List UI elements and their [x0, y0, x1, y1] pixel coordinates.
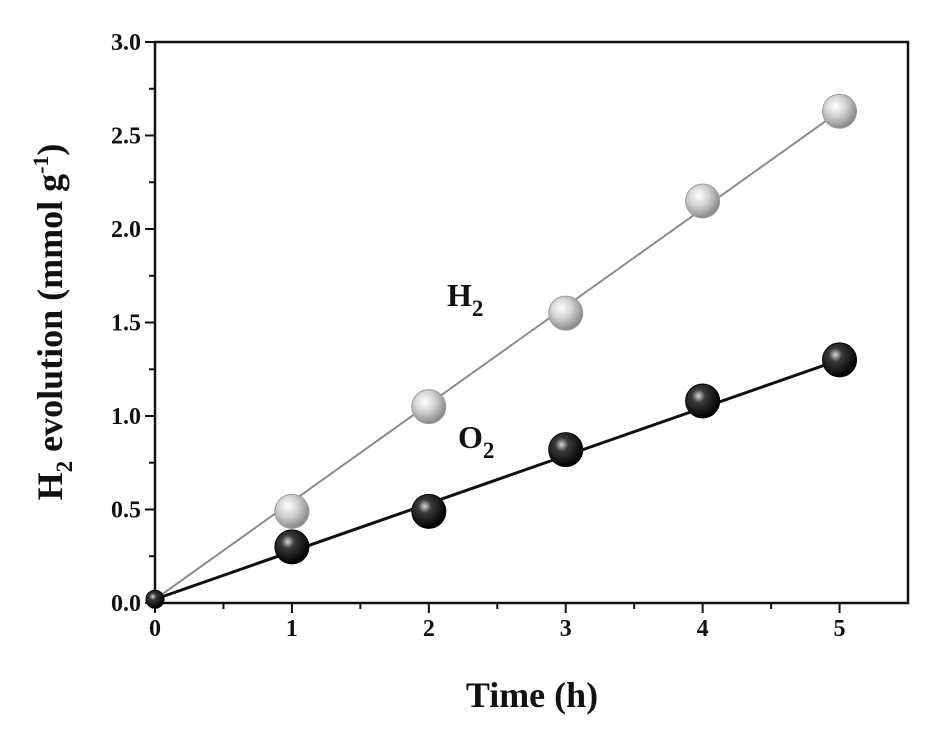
data-point-o2: [275, 530, 309, 564]
y-tick-label: 2.5: [111, 124, 141, 150]
data-point-o2: [823, 343, 857, 377]
x-tick-label: 0: [149, 616, 161, 642]
y-tick-label: 3.0: [111, 30, 141, 56]
data-point-h2: [412, 390, 446, 424]
data-point-o2: [686, 384, 720, 418]
y-tick-label: 2.0: [111, 217, 141, 243]
y-tick-label: 0.5: [111, 498, 141, 524]
x-tick-label: 3: [560, 616, 572, 642]
x-tick-label: 1: [286, 616, 298, 642]
y-axis-title: H2 evolution (mmol g-1): [28, 144, 77, 501]
y-ticks: 0.0 0.5 1.0 1.5 2.0 2.5 3.0: [111, 30, 155, 617]
x-axis-title: Time (h): [466, 675, 598, 715]
y-tick-label: 1.5: [111, 311, 141, 337]
data-point-o2: [549, 433, 583, 467]
data-point-h2: [686, 184, 720, 218]
x-ticks: 0 1 2 3 4 5: [149, 603, 846, 642]
x-tick-label: 4: [697, 616, 709, 642]
x-tick-label: 5: [834, 616, 846, 642]
data-point-h2: [549, 296, 583, 330]
y-tick-label: 1.0: [111, 404, 141, 430]
x-tick-label: 2: [423, 616, 435, 642]
series-lines: [155, 111, 840, 599]
data-point-h2: [275, 494, 309, 528]
series-line-o2: [155, 360, 840, 599]
y-tick-label: 0.0: [111, 591, 141, 617]
data-point-h2: [823, 94, 857, 128]
chart: 0 1 2 3 4 5 0.0 0.5 1.0 1.5 2.0 2.5 3.0 H2 O2 Time …: [0, 0, 929, 734]
series-line-h2: [155, 111, 840, 599]
series-label-h2: H2: [447, 277, 483, 321]
data-point-o2: [412, 494, 446, 528]
series-label-o2: O2: [458, 419, 494, 463]
data-point-o2: [146, 590, 164, 608]
